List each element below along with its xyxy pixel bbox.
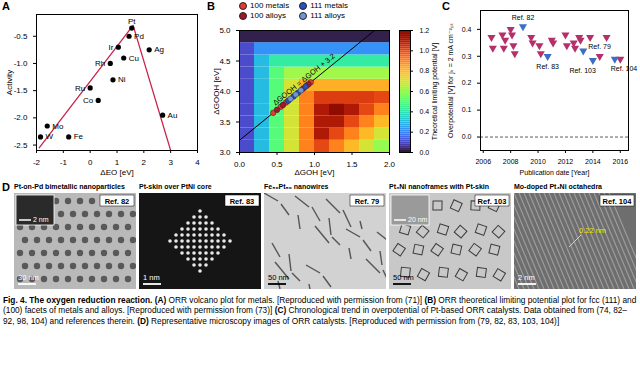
svg-text:0: 0: [88, 158, 93, 167]
html-text:Fe₅₀Pt₅₀ nanowires: Fe₅₀Pt₅₀ nanowires: [264, 183, 329, 190]
svg-text:Cu: Cu: [129, 54, 139, 63]
html-text:Mo-doped Pt₃Ni octahedra: Mo-doped Pt₃Ni octahedra: [514, 183, 602, 190]
svg-text:-1.0: -1.0: [14, 59, 28, 68]
svg-text:Fe: Fe: [74, 132, 84, 141]
svg-text:Ref. 79: Ref. 79: [588, 43, 611, 50]
svg-text:2.0: 2.0: [384, 160, 396, 169]
svg-text:0.0: 0.0: [234, 160, 246, 169]
svg-text:-2: -2: [33, 158, 41, 167]
svg-text:Ru: Ru: [75, 84, 85, 93]
svg-text:0.6: 0.6: [420, 88, 430, 95]
svg-text:Ag: Ag: [154, 45, 164, 54]
svg-text:Ref. 83: Ref. 83: [230, 197, 255, 206]
svg-text:ΔGOH [eV]: ΔGOH [eV]: [294, 168, 334, 177]
svg-text:0.2: 0.2: [462, 79, 472, 86]
svg-text:Overpotential [V] for jₖ = 2 m: Overpotential [V] for jₖ = 2 mA cm⁻²ₚₜ: [447, 23, 455, 138]
svg-text:-1.5: -1.5: [14, 86, 28, 95]
svg-text:1.2: 1.2: [420, 27, 430, 34]
svg-text:4: 4: [195, 158, 200, 167]
svg-text:0.1: 0.1: [462, 106, 472, 113]
svg-text:0.8: 0.8: [420, 67, 430, 74]
svg-text:-2.0: -2.0: [14, 113, 28, 122]
svg-text:5.0: 5.0: [219, 26, 231, 35]
svg-text:0.4: 0.4: [420, 108, 430, 115]
svg-text:50 nm: 50 nm: [393, 273, 414, 282]
svg-text:0.0: 0.0: [420, 149, 430, 156]
svg-text:Mo: Mo: [52, 122, 64, 131]
svg-text:1 nm: 1 nm: [143, 273, 160, 282]
svg-text:50 nm: 50 nm: [268, 273, 289, 282]
html-text:Fig. 4. The oxygen reduction r: Fig. 4. The oxygen reduction reaction. (…: [3, 295, 637, 326]
html-text:100 metals: 100 metals: [250, 1, 290, 10]
svg-text:2016: 2016: [612, 158, 628, 165]
html-text:Pt₃Ni nanoframes with Pt-skin: Pt₃Ni nanoframes with Pt-skin: [389, 183, 490, 190]
svg-text:0.3: 0.3: [462, 53, 472, 60]
svg-text:Ref. 83: Ref. 83: [536, 63, 559, 70]
svg-text:Ir: Ir: [108, 43, 113, 52]
svg-text:3: 3: [168, 158, 173, 167]
svg-text:Ref. 79: Ref. 79: [355, 197, 380, 206]
svg-text:2012: 2012: [558, 158, 574, 165]
svg-text:2014: 2014: [585, 158, 601, 165]
svg-text:2: 2: [142, 158, 147, 167]
svg-text:20 nm: 20 nm: [408, 216, 428, 223]
svg-text:1.5: 1.5: [346, 160, 358, 169]
svg-text:3.0: 3.0: [219, 148, 231, 157]
svg-text:2006: 2006: [475, 158, 491, 165]
html-text:B: B: [207, 0, 215, 12]
svg-text:4.0: 4.0: [219, 87, 231, 97]
svg-text:0.22 nm: 0.22 nm: [579, 226, 606, 235]
svg-text:2010: 2010: [530, 158, 546, 165]
svg-text:1: 1: [115, 158, 120, 167]
svg-text:2 nm: 2 nm: [518, 273, 535, 282]
svg-text:Ref. 104: Ref. 104: [603, 197, 633, 206]
svg-text:Ref. 103: Ref. 103: [569, 67, 596, 74]
svg-text:Co: Co: [83, 96, 94, 105]
svg-text:Publication date [Year]: Publication date [Year]: [520, 169, 590, 177]
svg-text:Rh: Rh: [95, 59, 105, 68]
svg-text:Ni: Ni: [118, 75, 126, 84]
svg-text:3.5: 3.5: [219, 118, 231, 127]
svg-text:4.5: 4.5: [219, 57, 231, 66]
svg-text:Ref. 104: Ref. 104: [611, 65, 638, 72]
svg-text:Theoretical limiting potential: Theoretical limiting potential [V]: [431, 43, 439, 140]
svg-text:0.2: 0.2: [420, 128, 430, 135]
svg-text:2 nm: 2 nm: [33, 216, 49, 223]
html-text:100 alloys: 100 alloys: [250, 11, 286, 20]
svg-text:W: W: [46, 132, 54, 141]
svg-text:2008: 2008: [503, 158, 519, 165]
svg-text:Pt: Pt: [128, 17, 136, 26]
svg-text:Ref. 82: Ref. 82: [512, 14, 535, 21]
svg-text:Au: Au: [168, 111, 178, 120]
svg-text:1.0: 1.0: [420, 47, 430, 54]
svg-text:-2.5: -2.5: [14, 141, 28, 150]
svg-text:Ref. 103: Ref. 103: [478, 197, 507, 206]
svg-text:ΔEO [eV]: ΔEO [eV]: [100, 168, 133, 177]
svg-text:0.5: 0.5: [271, 160, 283, 169]
svg-text:-1: -1: [60, 158, 68, 167]
svg-text:0.4: 0.4: [462, 26, 472, 33]
svg-text:Activity: Activity: [5, 70, 14, 95]
svg-text:0.0: 0.0: [462, 133, 472, 140]
svg-text:ΔGOOH [eV]: ΔGOOH [eV]: [212, 68, 221, 114]
html-text:Pt-skin over PtNi core: Pt-skin over PtNi core: [139, 183, 212, 190]
html-text:111 alloys: 111 alloys: [310, 11, 345, 20]
svg-text:30 nm: 30 nm: [18, 273, 39, 282]
html-text:111 metals: 111 metals: [310, 1, 349, 10]
svg-text:ΔGOOH = ΔGOH + 3.2: ΔGOOH = ΔGOH + 3.2: [271, 51, 337, 107]
svg-text:Ref. 82: Ref. 82: [105, 197, 130, 206]
html-text:C: C: [442, 0, 450, 12]
svg-text:1.0: 1.0: [308, 160, 321, 170]
html-text:A: A: [2, 0, 10, 12]
svg-text:-0.5: -0.5: [14, 32, 28, 41]
html-text:D Pt-on-Pd bimetallic nanopart: D Pt-on-Pd bimetallic nanoparticles: [2, 181, 125, 193]
svg-text:Pd: Pd: [134, 32, 144, 41]
